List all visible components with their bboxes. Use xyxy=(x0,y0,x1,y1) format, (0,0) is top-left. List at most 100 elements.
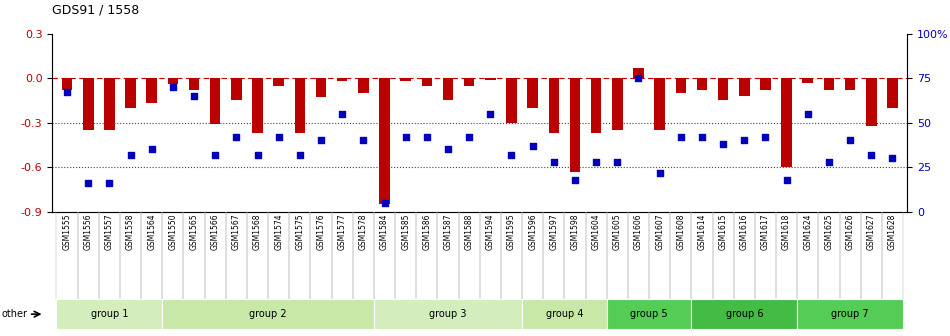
Text: GSM1575: GSM1575 xyxy=(295,213,304,250)
Bar xyxy=(591,78,601,133)
Bar xyxy=(56,299,162,329)
Bar xyxy=(887,78,898,108)
Bar xyxy=(104,78,115,130)
Text: GSM1594: GSM1594 xyxy=(485,213,495,250)
Text: GSM1595: GSM1595 xyxy=(507,213,516,250)
Bar xyxy=(781,78,792,167)
Text: GSM1608: GSM1608 xyxy=(676,213,685,250)
Point xyxy=(652,170,667,175)
Bar xyxy=(167,78,179,84)
Point xyxy=(843,138,858,143)
Text: group 3: group 3 xyxy=(429,309,466,319)
Bar xyxy=(146,78,157,103)
Point xyxy=(589,159,604,165)
Text: group 4: group 4 xyxy=(545,309,583,319)
Text: GSM1586: GSM1586 xyxy=(423,213,431,250)
Point xyxy=(250,152,265,157)
Bar xyxy=(485,78,496,80)
Bar xyxy=(760,78,770,90)
Point xyxy=(674,134,689,139)
Point xyxy=(123,152,138,157)
Text: GSM1614: GSM1614 xyxy=(697,213,707,250)
Bar xyxy=(210,78,220,124)
Text: GSM1568: GSM1568 xyxy=(253,213,262,250)
Bar xyxy=(422,78,432,86)
Bar xyxy=(253,78,263,133)
Text: GSM1566: GSM1566 xyxy=(211,213,219,250)
Text: GSM1624: GSM1624 xyxy=(804,213,812,250)
Text: GSM1617: GSM1617 xyxy=(761,213,770,250)
Bar xyxy=(274,78,284,86)
Bar xyxy=(125,78,136,108)
Bar xyxy=(655,78,665,130)
Bar xyxy=(866,78,877,126)
Bar xyxy=(696,78,707,90)
Text: GSM1578: GSM1578 xyxy=(359,213,368,250)
Text: GSM1557: GSM1557 xyxy=(104,213,114,250)
Point xyxy=(864,152,879,157)
Bar xyxy=(189,78,200,90)
Bar xyxy=(634,68,644,78)
Text: GSM1556: GSM1556 xyxy=(84,213,93,250)
Bar xyxy=(824,78,834,90)
Text: GSM1616: GSM1616 xyxy=(740,213,749,250)
Text: group 6: group 6 xyxy=(726,309,763,319)
Bar xyxy=(570,78,580,172)
Text: GSM1576: GSM1576 xyxy=(316,213,326,250)
Point xyxy=(355,138,370,143)
Text: other: other xyxy=(2,309,28,319)
Bar xyxy=(83,78,93,130)
Point xyxy=(462,134,477,139)
Text: GSM1597: GSM1597 xyxy=(549,213,559,250)
Point xyxy=(800,111,815,117)
Point xyxy=(293,152,308,157)
Bar xyxy=(358,78,369,93)
Text: GSM1567: GSM1567 xyxy=(232,213,241,250)
Text: GSM1628: GSM1628 xyxy=(888,213,897,250)
Point xyxy=(419,134,434,139)
Text: group 7: group 7 xyxy=(831,309,869,319)
Bar xyxy=(162,299,374,329)
Point xyxy=(779,177,794,182)
Point xyxy=(567,177,582,182)
Bar xyxy=(522,299,607,329)
Bar xyxy=(692,299,797,329)
Text: GSM1625: GSM1625 xyxy=(825,213,833,250)
Point xyxy=(334,111,350,117)
Bar xyxy=(464,78,474,86)
Point xyxy=(715,141,731,147)
Point xyxy=(610,159,625,165)
Text: GSM1615: GSM1615 xyxy=(718,213,728,250)
Point xyxy=(822,159,837,165)
Point xyxy=(546,159,561,165)
Point xyxy=(144,147,160,152)
Bar xyxy=(315,78,326,97)
Bar xyxy=(607,299,692,329)
Text: GSM1564: GSM1564 xyxy=(147,213,156,250)
Text: GSM1598: GSM1598 xyxy=(571,213,579,250)
Point xyxy=(884,156,900,161)
Point xyxy=(271,134,286,139)
Text: GDS91 / 1558: GDS91 / 1558 xyxy=(52,4,140,17)
Bar xyxy=(294,78,305,133)
Text: group 5: group 5 xyxy=(630,309,668,319)
Point xyxy=(398,134,413,139)
Text: GSM1587: GSM1587 xyxy=(444,213,452,250)
Point xyxy=(377,200,392,206)
Text: GSM1588: GSM1588 xyxy=(465,213,474,250)
Point xyxy=(631,76,646,81)
Text: GSM1558: GSM1558 xyxy=(126,213,135,250)
Bar xyxy=(797,299,903,329)
Text: GSM1555: GSM1555 xyxy=(63,213,71,250)
Text: group 2: group 2 xyxy=(249,309,287,319)
Point xyxy=(758,134,773,139)
Point xyxy=(483,111,498,117)
Bar xyxy=(739,78,750,96)
Text: GSM1574: GSM1574 xyxy=(275,213,283,250)
Bar xyxy=(379,78,389,204)
Point xyxy=(525,143,541,149)
Bar xyxy=(527,78,538,108)
Bar xyxy=(231,78,241,100)
Text: GSM1584: GSM1584 xyxy=(380,213,389,250)
Point xyxy=(504,152,519,157)
